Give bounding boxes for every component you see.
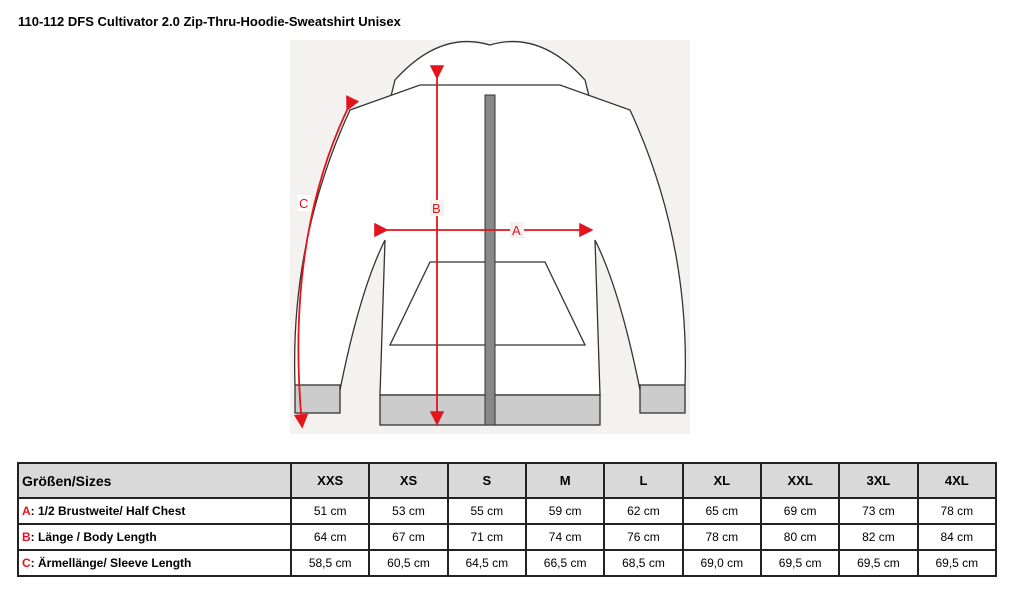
measurement-value: 71 cm xyxy=(446,523,527,551)
measurement-label: A: 1/2 Brustweite/ Half Chest xyxy=(17,497,292,525)
measurement-value: 69,5 cm xyxy=(838,549,919,577)
measurement-value: 66,5 cm xyxy=(524,549,606,577)
measurement-value: 64,5 cm xyxy=(446,549,527,577)
measurement-value: 73 cm xyxy=(838,497,919,525)
measurement-value: 53 cm xyxy=(368,497,449,525)
measurement-value: 69 cm xyxy=(759,497,841,525)
size-header: S xyxy=(446,462,527,499)
measurement-value: 51 cm xyxy=(289,497,371,525)
measurement-value: 69,5 cm xyxy=(759,549,841,577)
measurement-name: : 1/2 Brustweite/ Half Chest xyxy=(30,504,186,518)
product-title: 110-112 DFS Cultivator 2.0 Zip-Thru-Hood… xyxy=(18,14,401,29)
measurement-value: 80 cm xyxy=(759,523,841,551)
measurement-value: 58,5 cm xyxy=(289,549,371,577)
measurement-value: 55 cm xyxy=(446,497,527,525)
measurement-value: 64 cm xyxy=(289,523,371,551)
size-chart-table: Größen/Sizes XXS XS S M L XL XXL 3XL 4XL… xyxy=(17,462,998,577)
size-header: L xyxy=(603,462,684,499)
measurement-value: 69,0 cm xyxy=(681,549,762,577)
measurement-name: : Ärmellänge/ Sleeve Length xyxy=(30,556,192,570)
measurement-value: 59 cm xyxy=(524,497,606,525)
measurement-value: 65 cm xyxy=(681,497,762,525)
measurement-label: B: Länge / Body Length xyxy=(17,523,292,551)
label-b: B xyxy=(432,201,441,216)
table-header-row: Größen/Sizes XXS XS S M L XL XXL 3XL 4XL xyxy=(17,462,998,499)
header-label: Größen/Sizes xyxy=(17,462,292,499)
label-a: A xyxy=(512,223,521,238)
size-header: M xyxy=(524,462,606,499)
label-c: C xyxy=(299,196,308,211)
size-header: XXS xyxy=(289,462,371,499)
size-header: XXL xyxy=(759,462,841,499)
measurement-value: 62 cm xyxy=(603,497,684,525)
table-row: C: Ärmellänge/ Sleeve Length 58,5 cm 60,5 … xyxy=(17,549,998,577)
measurement-value: 74 cm xyxy=(524,523,606,551)
measurement-value: 82 cm xyxy=(838,523,919,551)
size-header: XS xyxy=(368,462,449,499)
measurement-value: 84 cm xyxy=(916,523,998,551)
measurement-value: 78 cm xyxy=(681,523,762,551)
size-header: 4XL xyxy=(916,462,998,499)
table-row: A: 1/2 Brustweite/ Half Chest 51 cm 53 cm 5… xyxy=(17,497,998,525)
table-row: B: Länge / Body Length 64 cm 67 cm 71 cm 74 … xyxy=(17,523,998,551)
measurement-value: 68,5 cm xyxy=(603,549,684,577)
measurement-value: 69,5 cm xyxy=(916,549,998,577)
measurement-letter: B xyxy=(22,530,31,544)
hoodie-diagram: B A C xyxy=(290,40,690,434)
measurement-value: 76 cm xyxy=(603,523,684,551)
measurement-value: 78 cm xyxy=(916,497,998,525)
measurement-value: 67 cm xyxy=(368,523,449,551)
measurement-letter: C xyxy=(22,556,31,570)
size-header: XL xyxy=(681,462,762,499)
measurement-value: 60,5 cm xyxy=(368,549,449,577)
size-header: 3XL xyxy=(838,462,919,499)
measurement-letter: A xyxy=(22,504,31,518)
hoodie-drawing: B A C xyxy=(293,41,687,429)
measurement-name: : Länge / Body Length xyxy=(30,530,157,544)
measurement-label: C: Ärmellänge/ Sleeve Length xyxy=(17,549,292,577)
